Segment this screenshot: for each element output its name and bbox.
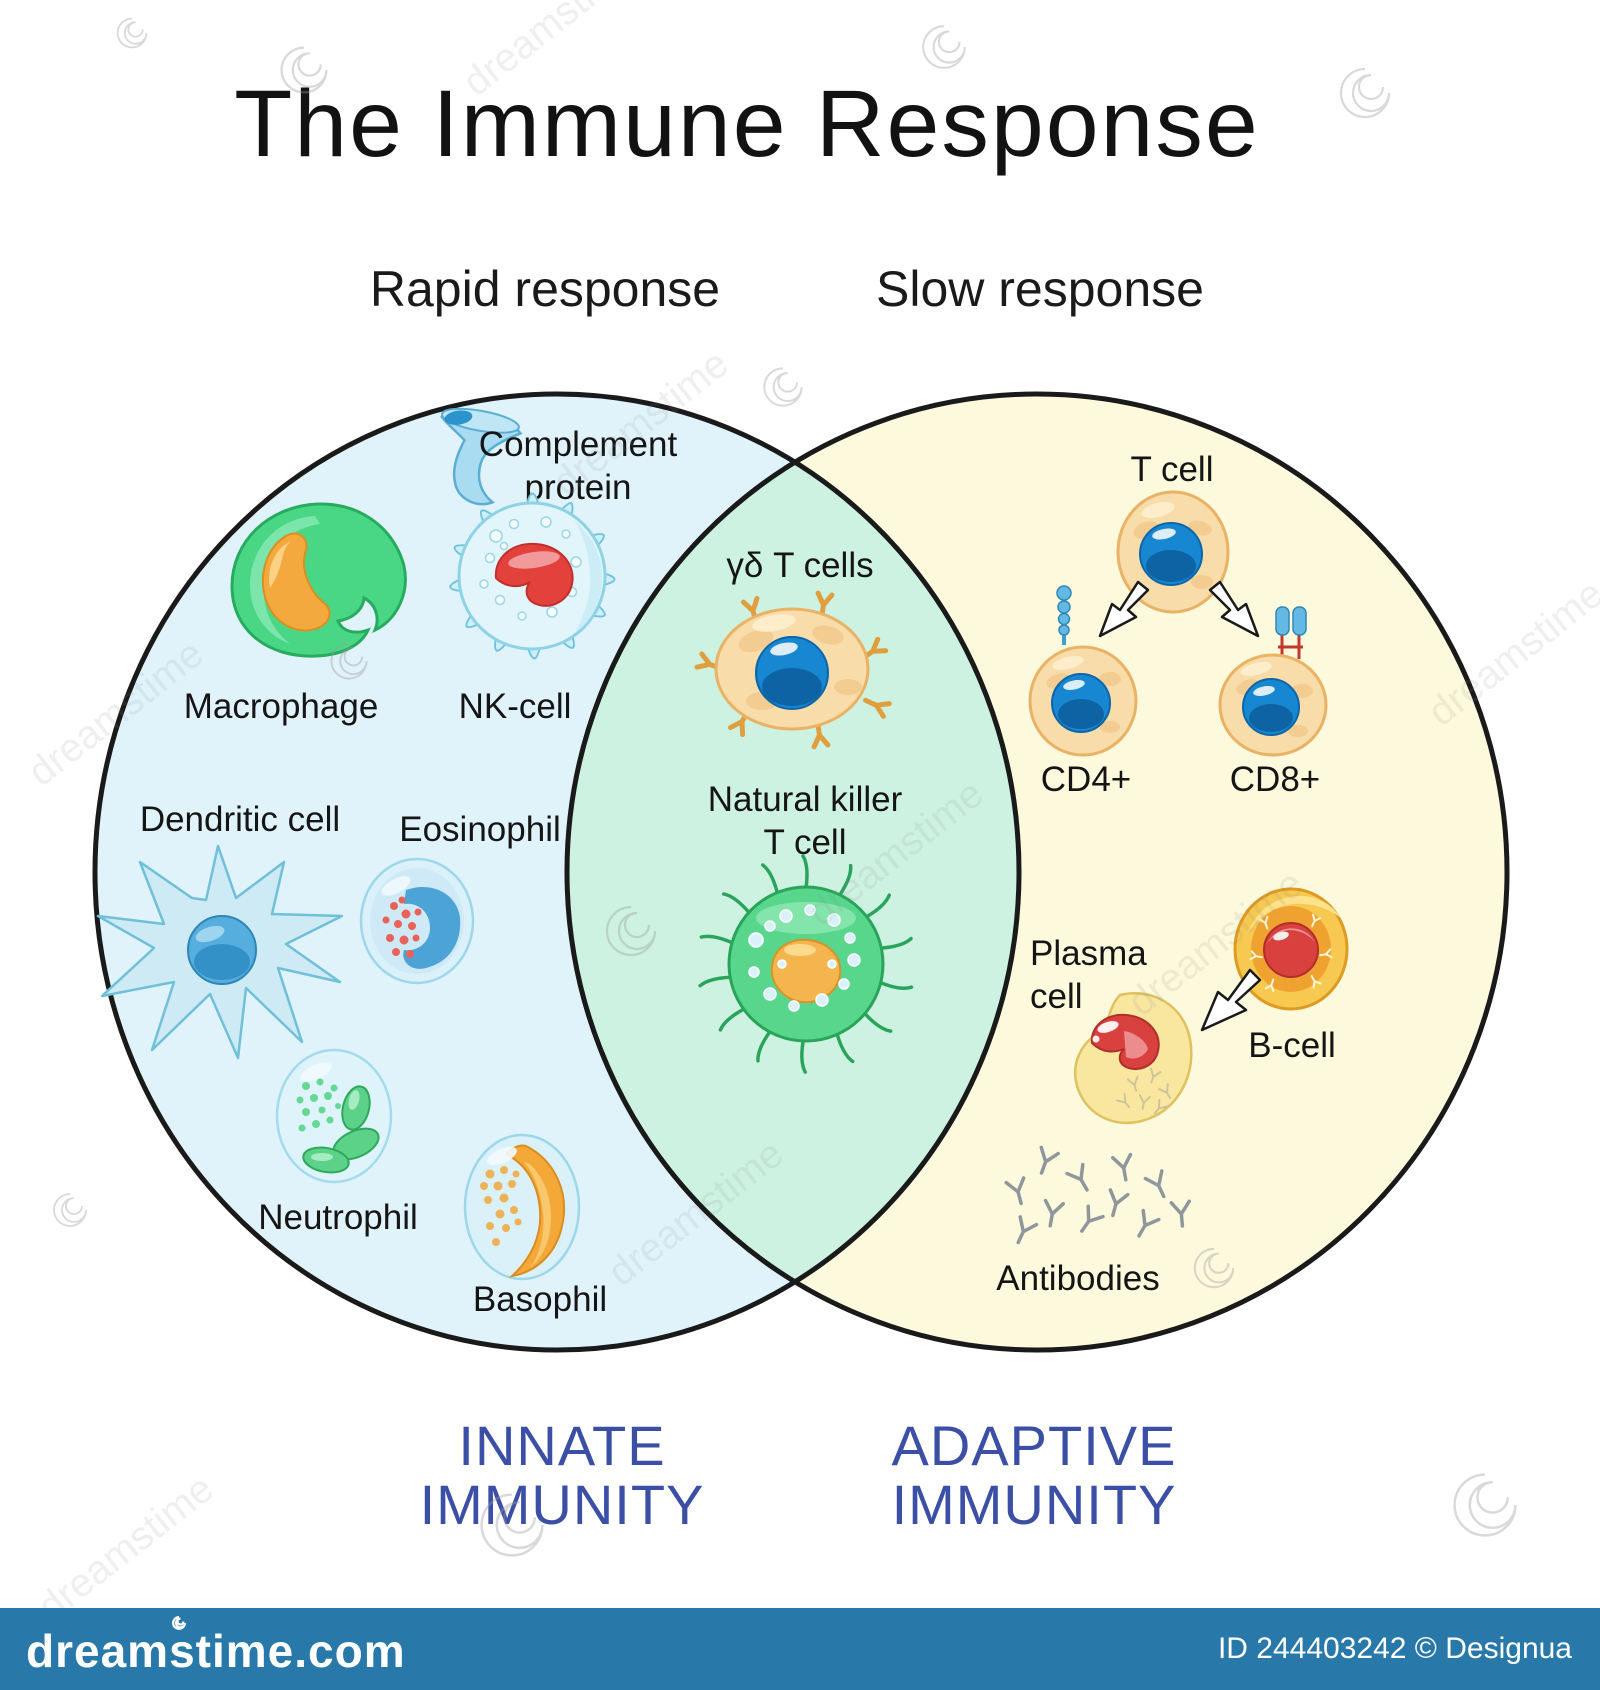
complement-protein-label: Complement protein (478, 425, 678, 507)
dreamstime-logo[interactable]: dreamstime.com (26, 1625, 406, 1677)
b-cell-icon (1233, 887, 1349, 1011)
macrophage-icon (230, 502, 407, 658)
watermark-spiral-icon (53, 1193, 87, 1227)
adaptive-immunity-label: ADAPTIVE IMMUNITY (891, 1414, 1177, 1537)
basophil-label: Basophil (472, 1280, 608, 1319)
cd8-label: CD8+ (1229, 760, 1321, 799)
image-credit: ID 244403242 © Designua (1217, 1632, 1572, 1665)
b-cell-label: B-cell (1248, 1026, 1336, 1065)
neutrophil-icon (275, 1048, 393, 1184)
gd-t-cells-label: γδ T cells (726, 546, 874, 585)
watermark-spiral-icon (763, 367, 803, 407)
neutrophil-label: Neutrophil (258, 1198, 418, 1237)
antibodies-label: Antibodies (996, 1259, 1160, 1298)
t-to-cd8-arrow (1208, 580, 1260, 638)
eosinophil-label: Eosinophil (399, 810, 561, 849)
watermark-spiral-icon (280, 46, 328, 94)
plasma-cell-icon (1073, 992, 1193, 1125)
watermark-spiral-icon (1193, 1247, 1235, 1289)
basophil-icon (463, 1133, 581, 1281)
watermark-spiral-icon (330, 642, 368, 680)
watermark-spiral-icon (116, 17, 148, 49)
nk-cell-label: NK-cell (458, 687, 572, 726)
watermark-spiral-icon (922, 25, 966, 69)
nkt-cell-icon (698, 854, 914, 1074)
t-cell-label: T cell (1130, 450, 1214, 489)
innate-immunity-label: INNATE IMMUNITY (419, 1414, 705, 1537)
plasma-cell-label: Plasma cell (1030, 934, 1147, 1016)
complement-protein-icon (440, 407, 523, 506)
eosinophil-icon (359, 857, 475, 985)
cd4-label: CD4+ (1040, 760, 1132, 799)
t-cell-icon (1116, 490, 1230, 614)
watermark-spiral-icon (1339, 67, 1391, 119)
b-to-plasma-arrow (1200, 968, 1262, 1032)
cd8-cell-icon (1218, 606, 1328, 757)
page-title: The Immune Response (234, 71, 1260, 177)
dendritic-cell-icon (96, 844, 344, 1060)
t-to-cd4-arrow (1098, 580, 1150, 638)
slow-response-label: Slow response (876, 261, 1204, 317)
nk-cell-icon (449, 492, 616, 660)
dendritic-cell-label: Dendritic cell (139, 800, 341, 839)
gd-t-cell-icon (694, 590, 892, 750)
footer-bar: dreamstime.com ID 244403242 © Designua (0, 1608, 1600, 1690)
dreamstime-logo-spiral-icon (172, 1616, 186, 1630)
nkt-cell-label: Natural killer T cell (707, 780, 903, 862)
watermark-spiral-icon (605, 905, 657, 957)
antibodies-icon (1004, 1145, 1192, 1245)
rapid-response-label: Rapid response (369, 261, 721, 317)
watermark-spiral-icon (1453, 1473, 1517, 1537)
cd4-cell-icon (1028, 585, 1138, 757)
macrophage-label: Macrophage (183, 687, 379, 726)
watermark-spiral-icon (480, 1493, 544, 1557)
